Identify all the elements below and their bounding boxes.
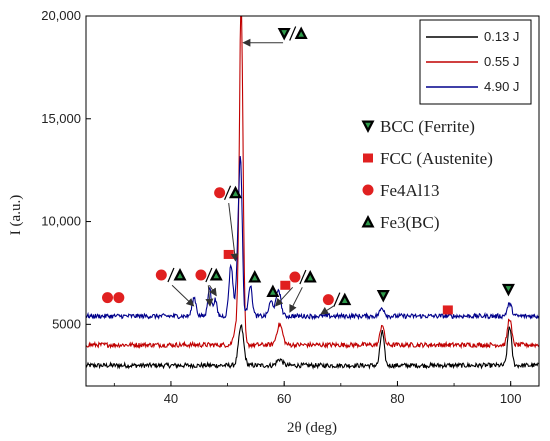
peak-marker-12-inner (270, 289, 276, 295)
series-line-0 (86, 324, 539, 370)
peak-marker-14 (289, 271, 301, 283)
x-axis-title: 2θ (deg) (287, 420, 337, 436)
slash-marker-3 (289, 26, 297, 41)
peak-marker-2 (155, 269, 167, 281)
legend-label-0: 0.13 J (484, 29, 519, 44)
x-tick-label-2: 80 (390, 391, 404, 406)
peak-marker-19 (442, 305, 453, 315)
peak-marker-6 (223, 249, 234, 259)
slash-marker-4 (299, 269, 307, 285)
y-tick-label-2: 15,000 (41, 111, 81, 126)
phase-symbol-2 (362, 184, 374, 196)
peak-marker-20 (501, 283, 515, 297)
plot-area (86, 16, 539, 370)
phase-symbol-1 (363, 153, 373, 163)
peak-marker-5 (209, 268, 223, 281)
legend-label-2: 4.90 J (484, 79, 519, 94)
peak-marker-16 (322, 294, 334, 306)
phase-label-0: BCC (Ferrite) (380, 117, 475, 136)
annotation-arrow-5 (275, 286, 294, 307)
peak-marker-9 (248, 270, 262, 283)
phase-legend: BCC (Ferrite) FCC (Austenite) Fe4Al13 Fe3(B… (361, 117, 493, 232)
y-tick-label-3: 20,000 (41, 8, 81, 23)
legend: 0.13 J 0.55 J 4.90 J (419, 19, 532, 105)
y-tick-label-1: 10,000 (41, 214, 81, 229)
slash-marker-1 (205, 267, 213, 283)
phase-symbol-1-shape (363, 153, 373, 163)
x-tick-label-0: 40 (164, 391, 178, 406)
peak-marker-5-inner (213, 273, 220, 279)
plot-frame (85, 15, 540, 387)
peak-marker-7-shape (214, 187, 226, 199)
peak-marker-14-shape (289, 271, 301, 283)
peak-marker-1-shape (113, 292, 125, 304)
peak-marker-8 (228, 185, 242, 199)
phase-symbol-3-inner (365, 220, 371, 226)
peak-marker-15-inner (307, 275, 314, 281)
phase-symbol-3 (361, 215, 375, 228)
y-tick-label-0: 5000 (52, 316, 81, 331)
peak-marker-8-inner (232, 190, 239, 197)
peak-marker-18-inner (380, 292, 387, 298)
peak-marker-18 (376, 290, 390, 303)
peak-marker-13-shape (280, 280, 291, 290)
peak-marker-6-shape (223, 249, 234, 259)
slash-marker-2 (224, 185, 232, 201)
peak-marker-9-inner (251, 275, 258, 281)
peak-marker-2-shape (155, 269, 167, 281)
slash-marker-0 (167, 267, 175, 283)
axes: 40 60 80 100 5000 10,000 15,000 20,000 (41, 8, 540, 406)
peak-marker-10 (277, 27, 291, 41)
peak-marker-17-inner (341, 297, 348, 303)
phase-symbol-2-shape (362, 184, 374, 196)
peak-marker-4 (195, 269, 207, 281)
peak-marker-0-shape (102, 292, 114, 304)
phase-label-2: Fe4Al13 (380, 181, 440, 200)
series-line-2 (86, 155, 539, 321)
peak-marker-4-shape (195, 269, 207, 281)
annotation-arrow-6 (289, 287, 303, 313)
peak-marker-20-inner (505, 286, 512, 292)
peak-marker-12 (266, 284, 280, 297)
peak-markers (102, 26, 515, 315)
peak-marker-13 (280, 280, 291, 290)
peak-marker-16-shape (322, 294, 334, 306)
phase-symbol-0 (361, 120, 375, 133)
peak-marker-17 (338, 292, 352, 306)
peak-marker-0 (102, 292, 114, 304)
annotation-arrow-0 (171, 284, 195, 307)
peak-marker-19-shape (442, 305, 453, 315)
annotation-arrow-3 (228, 202, 239, 262)
peak-marker-3-inner (177, 273, 183, 279)
x-tick-label-1: 60 (277, 391, 291, 406)
phase-label-3: Fe3(BC) (380, 213, 440, 232)
peak-marker-7 (214, 187, 226, 199)
annotation-arrow-2 (209, 285, 217, 297)
series-line-1 (86, 16, 539, 350)
y-axis-title: I (a.u.) (8, 195, 24, 235)
peak-marker-11-inner (298, 31, 304, 37)
peak-marker-15 (303, 270, 317, 283)
peak-marker-10-inner (281, 30, 287, 36)
peak-marker-11 (294, 26, 308, 39)
peak-marker-3 (173, 268, 187, 281)
annotation-arrow-7 (320, 305, 335, 315)
slash-marker-5 (333, 292, 341, 307)
phase-symbol-0-inner (365, 122, 371, 128)
x-tick-label-3: 100 (500, 391, 522, 406)
peak-marker-1 (113, 292, 125, 304)
legend-label-1: 0.55 J (484, 54, 519, 69)
phase-label-1: FCC (Austenite) (380, 149, 493, 168)
